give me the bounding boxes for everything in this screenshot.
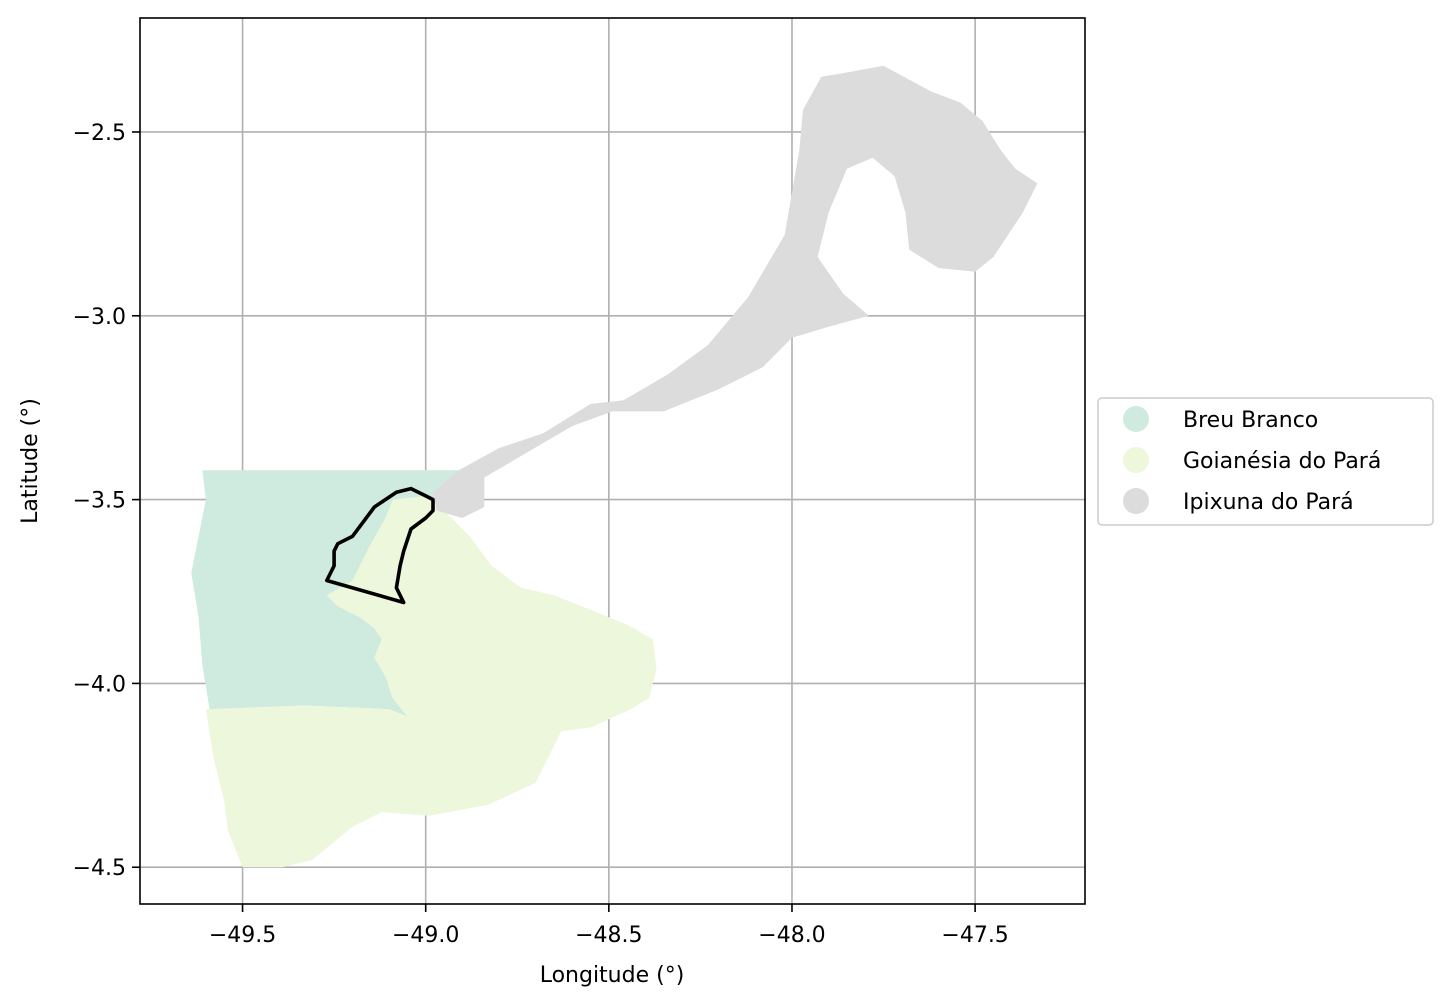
legend-box — [1097, 397, 1434, 526]
legend-marker — [1123, 447, 1149, 473]
region-goianesia-do-para — [205, 495, 657, 868]
legend: Breu Branco Goianésia do Pará Ipixuna do P… — [1097, 397, 1434, 526]
x-tick-label: −48.0 — [758, 923, 825, 948]
outline-layer — [324, 486, 435, 605]
y-tick-label: −2.5 — [73, 121, 126, 146]
x-tick-label: −48.5 — [575, 923, 642, 948]
y-axis-title: Latitude (°) — [18, 398, 43, 524]
y-tick-label: −4.0 — [73, 672, 126, 697]
legend-marker — [1123, 406, 1149, 432]
legend-marker — [1123, 488, 1149, 514]
y-tick-label: −3.5 — [73, 489, 126, 514]
x-tick-label: −49.0 — [392, 923, 459, 948]
legend-entries: Breu Branco Goianésia do Pará Ipixuna do P… — [1123, 406, 1381, 515]
x-tick-label: −49.5 — [209, 923, 276, 948]
x-axis-title: Longitude (°) — [540, 963, 685, 988]
highlight-outline — [324, 486, 435, 605]
map-regions — [191, 65, 1038, 868]
legend-label: Ipixuna do Pará — [1183, 490, 1354, 515]
y-tick-label: −3.0 — [73, 305, 126, 330]
legend-label: Breu Branco — [1183, 408, 1318, 433]
y-tick-label: −4.5 — [73, 856, 126, 881]
x-tick-label: −47.5 — [941, 923, 1008, 948]
legend-label: Goianésia do Pará — [1183, 449, 1381, 474]
axis-ticks: −49.5 −49.0 −48.5 −48.0 −47.5 −2.5 −3.0 −3.5 −4.… — [73, 121, 1009, 948]
plot-frame — [139, 17, 1086, 905]
